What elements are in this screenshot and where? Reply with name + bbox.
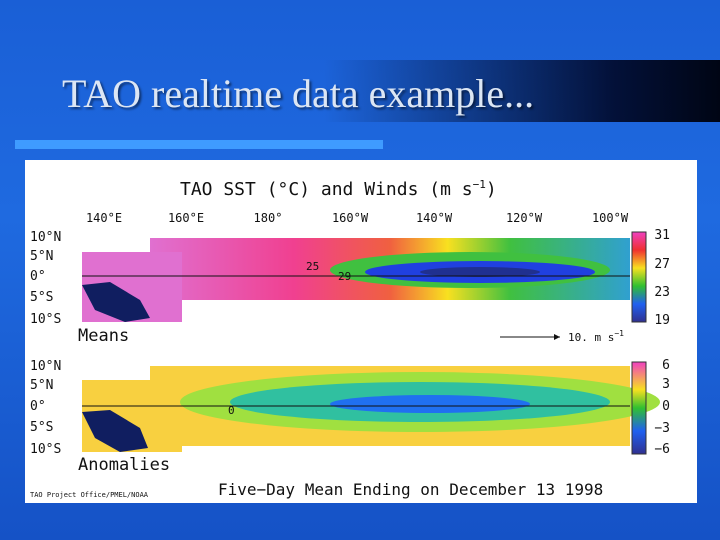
colorbar-label: 23 [654, 285, 670, 300]
longitude-label: 120°W [506, 211, 543, 225]
latitude-label: 0° [30, 269, 46, 284]
title-rule [15, 140, 383, 149]
latitude-label: 5°S [30, 420, 53, 435]
colorbar-label: 31 [654, 228, 670, 243]
panel-label: Means [78, 326, 129, 346]
latitude-label: 5°S [30, 290, 53, 305]
footer: Five−Day Mean Ending on December 13 1998 [218, 480, 603, 499]
colorbar-label: 3 [662, 377, 670, 392]
contour-label: 25 [306, 260, 319, 273]
contour-label: 0 [228, 404, 235, 417]
colorbar-label: 6 [662, 358, 670, 373]
title-band [0, 60, 720, 122]
panel-label: Anomalies [78, 455, 170, 475]
anomalies-map [82, 361, 660, 455]
figure: TAO SST (°C) and Winds (m s−1) 140°E 160°… [25, 160, 697, 503]
scale-label: 10. m s−1 [568, 329, 624, 344]
longitude-label: 140°W [416, 211, 453, 225]
colorbar-label: 0 [662, 399, 670, 414]
latitude-label: 5°N [30, 378, 53, 393]
contour-label: 29 [338, 270, 351, 283]
colorbar-label: 27 [654, 257, 670, 272]
latitude-label: 10°N [30, 359, 61, 374]
longitude-label: 160°E [168, 211, 204, 225]
panel-labels: 10°N 5°N 0° 5°S 10°S 31 27 23 19 25 29 Means 10°N 5°N… [30, 228, 670, 475]
longitude-label: 140°E [86, 211, 122, 225]
longitude-label: 100°W [592, 211, 629, 225]
slide-title: TAO realtime data example... [62, 71, 535, 116]
credit: TAO Project Office/PMEL/NOAA [30, 491, 149, 499]
latitude-label: 5°N [30, 249, 53, 264]
figure-title: TAO SST (°C) and Winds (m s−1) [180, 178, 497, 200]
latitude-label: 0° [30, 399, 46, 414]
colorbar-label: −3 [654, 421, 670, 436]
means-map [82, 231, 647, 323]
colorbar-label: 19 [654, 313, 670, 328]
longitude-label: 180° [254, 211, 283, 225]
longitude-label: 160°W [332, 211, 369, 225]
longitude-labels: 140°E 160°E 180° 160°W 140°W 120°W 100°W [86, 211, 629, 225]
scale-arrowhead [554, 334, 560, 340]
latitude-label: 10°N [30, 230, 61, 245]
latitude-label: 10°S [30, 312, 61, 327]
latitude-label: 10°S [30, 442, 61, 457]
colorbar-label: −6 [654, 442, 670, 457]
